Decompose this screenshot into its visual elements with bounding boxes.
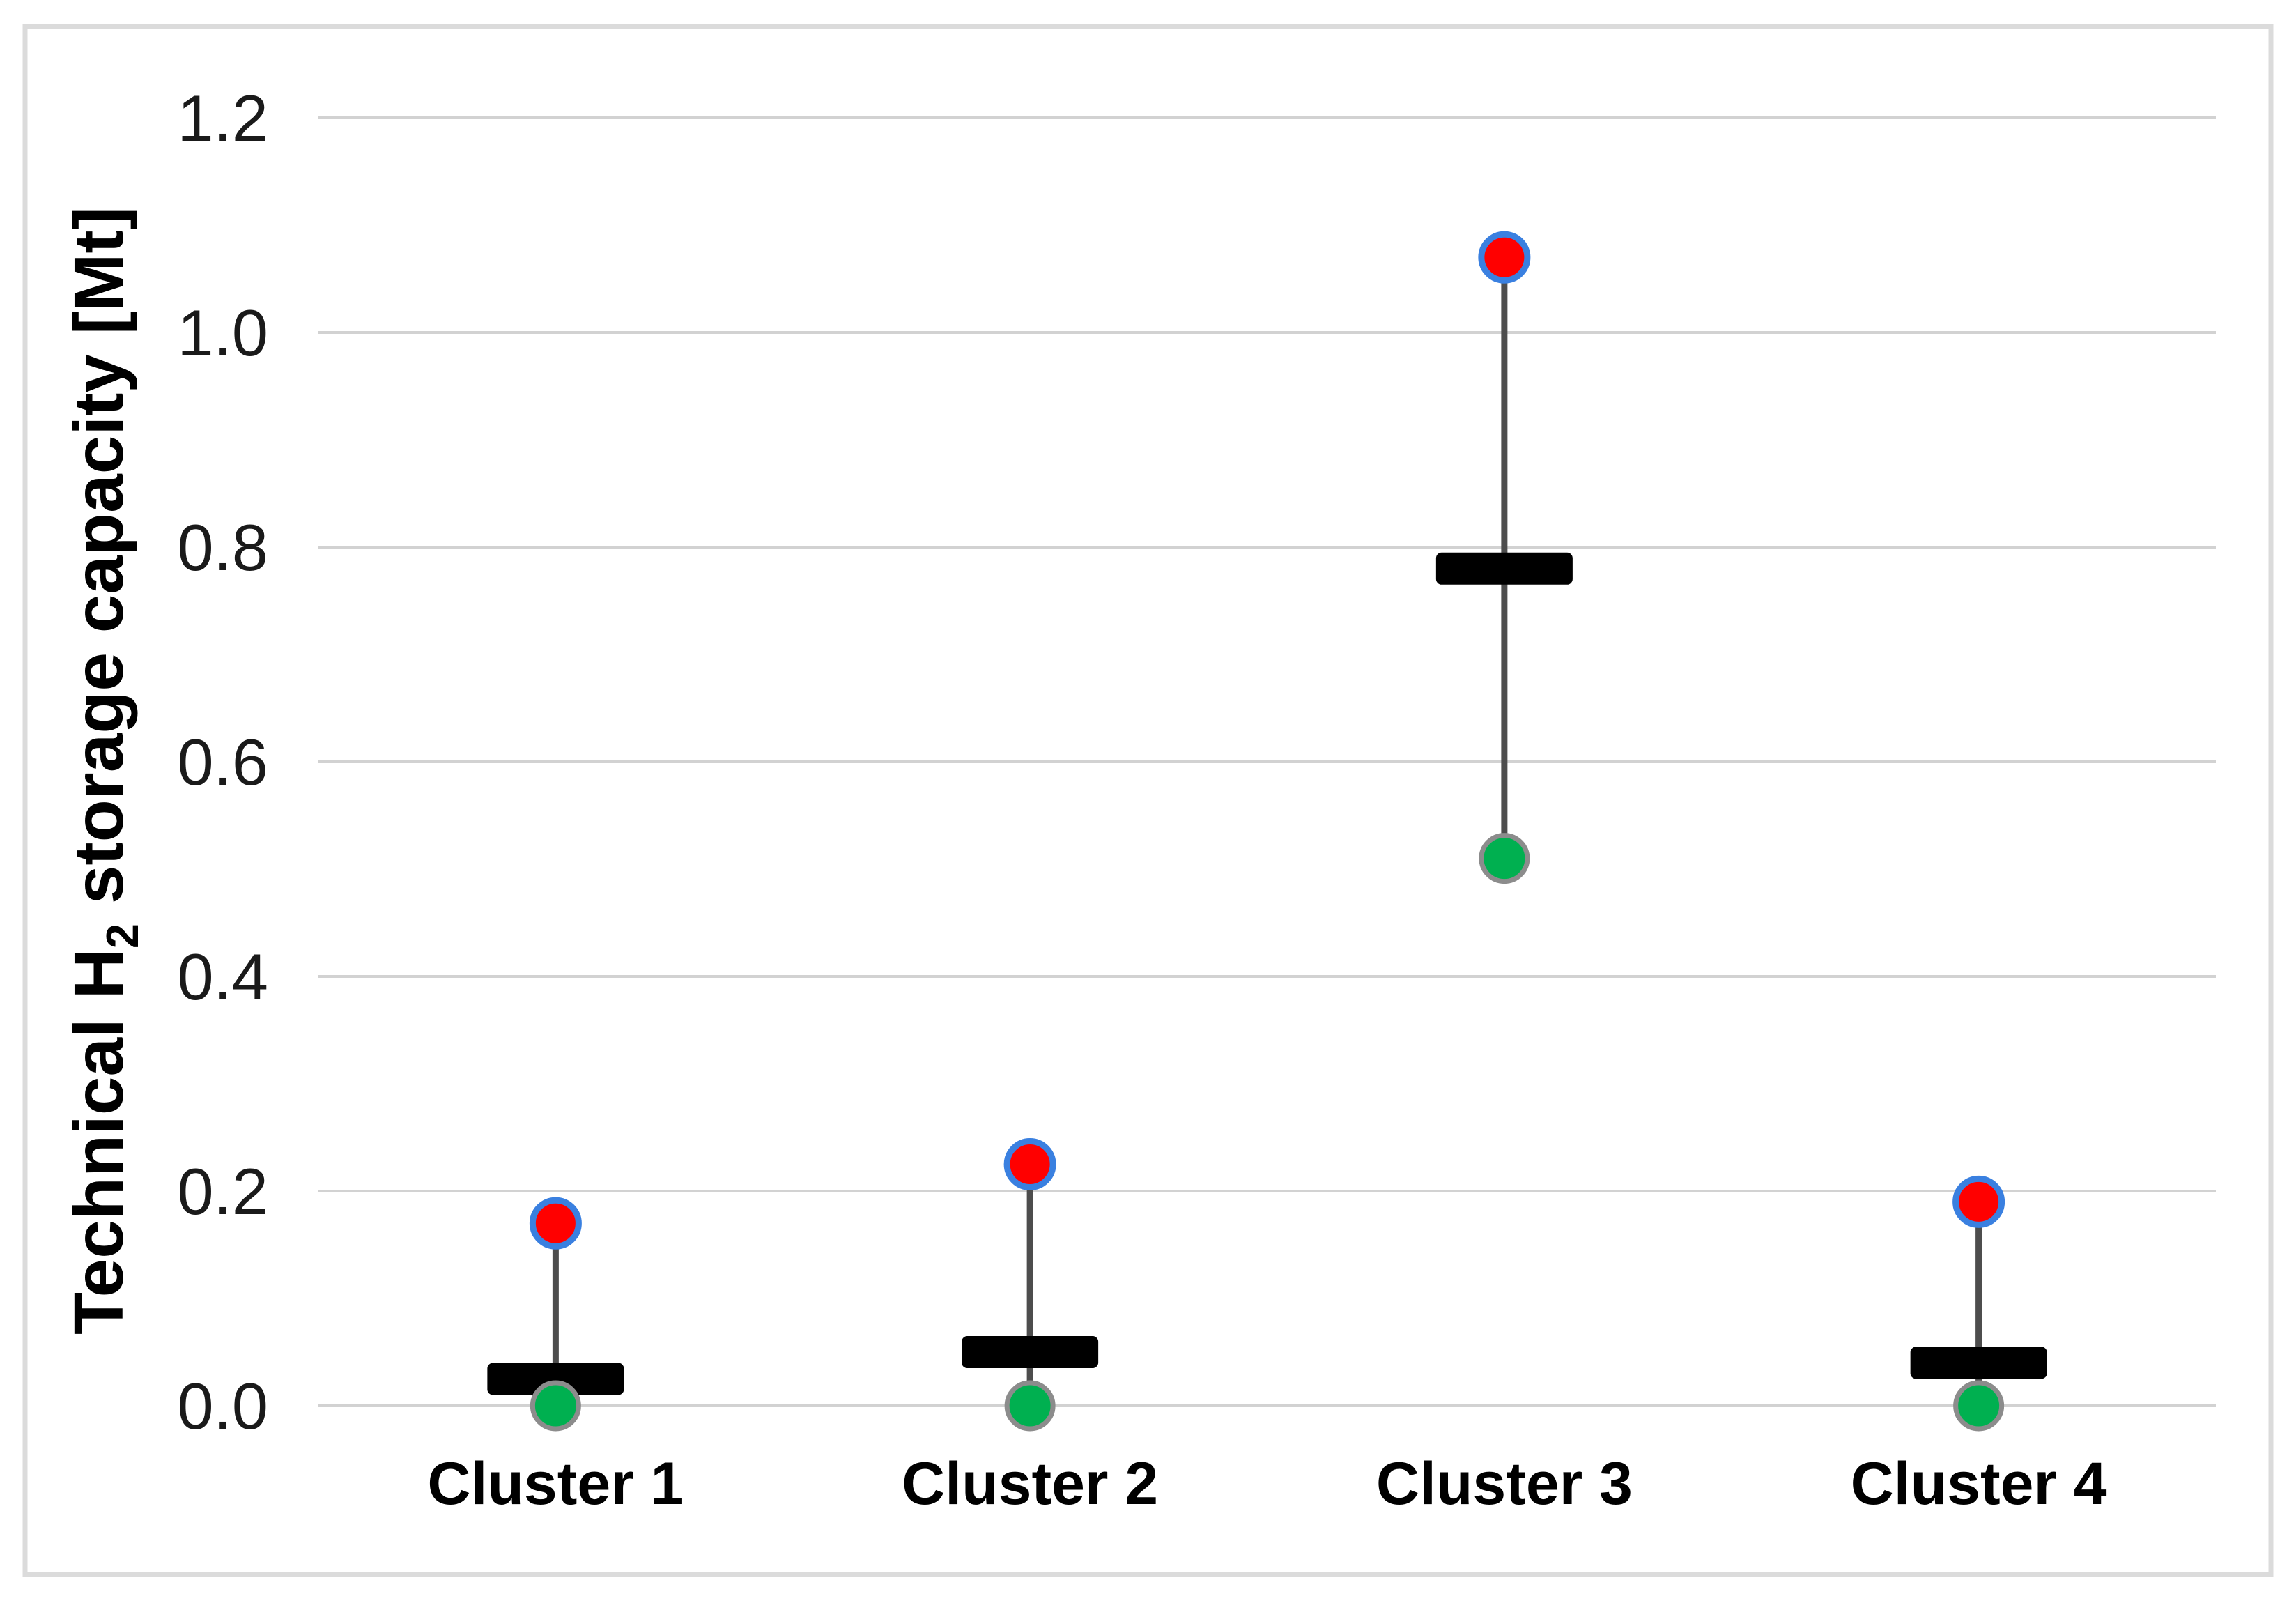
y-tick-label-1.2: 1.2 [177, 82, 268, 155]
x-category-label-2: Cluster 2 [902, 1450, 1158, 1517]
y-tick-label-0.8: 0.8 [177, 511, 268, 584]
axis-labels-layer: 0.0 0.2 0.4 0.6 0.8 1.0 1.2 Cluster 1 Cluster 2 C… [177, 82, 2106, 1517]
cluster-1-group [487, 1197, 624, 1432]
cluster-2-mean-bar [962, 1336, 1099, 1368]
cluster-3-max-marker [1478, 231, 1531, 284]
y-tick-label-0.6: 0.6 [177, 726, 268, 799]
cluster-4-max-marker [1952, 1175, 2005, 1228]
y-axis-title-subscript: 2 [97, 923, 148, 949]
cluster-1-max-marker [529, 1197, 582, 1250]
y-axis-title-rest: storage capacity [Mt] [60, 207, 138, 923]
cluster-3-mean-bar [1435, 552, 1573, 585]
y-tick-label-0.2: 0.2 [177, 1155, 268, 1228]
cluster-2-min-marker [1004, 1380, 1056, 1432]
chart-frame-border [22, 24, 2274, 1577]
cluster-1-min-marker [530, 1380, 581, 1432]
cluster-1-mean-bar [487, 1363, 624, 1395]
gridlines-layer [318, 116, 2216, 1407]
cluster-3-min-marker [1479, 833, 1530, 884]
cluster-4-min-marker [1953, 1380, 2005, 1432]
y-axis-title-main: Technical H [60, 949, 138, 1335]
y-tick-label-0.4: 0.4 [177, 940, 268, 1013]
cluster-4-mean-bar [1910, 1347, 2047, 1379]
y-tick-label-1.0: 1.0 [177, 296, 268, 369]
cluster-2-group [962, 1138, 1099, 1432]
x-category-label-3: Cluster 3 [1376, 1450, 1633, 1517]
cluster-4-group [1910, 1175, 2047, 1432]
data-series-layer [487, 231, 2047, 1432]
x-category-label-4: Cluster 4 [1851, 1450, 2107, 1517]
cluster-3-group [1435, 231, 1573, 884]
y-tick-label-0.0: 0.0 [177, 1370, 268, 1443]
x-category-label-1: Cluster 1 [427, 1450, 684, 1517]
cluster-2-max-marker [1003, 1138, 1056, 1190]
y-axis-title: Technical H2 storage capacity [Mt] [60, 207, 148, 1335]
